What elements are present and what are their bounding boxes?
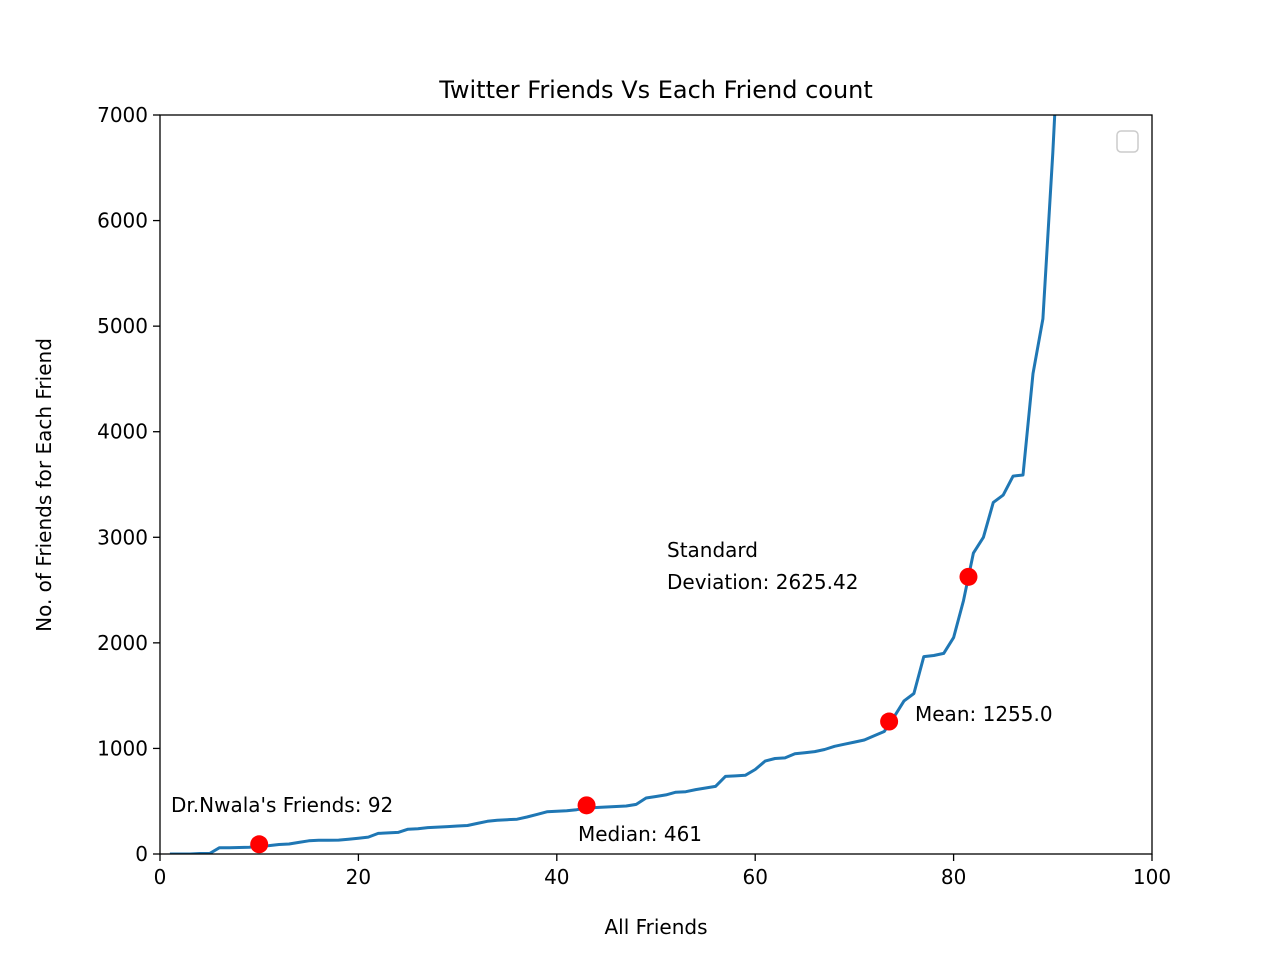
x-tick-label: 0 [154, 865, 167, 889]
y-tick-label: 6000 [97, 209, 148, 233]
x-tick-label: 100 [1133, 865, 1171, 889]
x-tick-label: 20 [346, 865, 371, 889]
legend-box [1116, 130, 1139, 153]
annotation-layer: Dr.Nwala's Friends: 92 Median: 461 Mean: 1… [171, 538, 1053, 846]
y-tick-label: 0 [135, 842, 148, 866]
median-label: Median: 461 [578, 822, 702, 846]
std-dev-label: Deviation: 2625.42 [667, 570, 858, 594]
x-tick-label: 80 [941, 865, 966, 889]
series-line-layer [169, 115, 1057, 854]
y-tick-label: 5000 [97, 314, 148, 338]
marker-layer [250, 567, 978, 854]
mean-point [880, 712, 899, 731]
plot-frame [159, 114, 1153, 855]
median-point [577, 796, 596, 815]
y-axis-ticks: 0 1000 2000 3000 4000 5000 6000 7000 [97, 103, 160, 866]
nwala-label: Dr.Nwala's Friends: 92 [171, 793, 393, 817]
nwala-point [250, 835, 269, 854]
chart-title: Twitter Friends Vs Each Friend count [438, 76, 873, 104]
y-tick-label: 3000 [97, 525, 148, 549]
series-line [169, 115, 1057, 854]
mean-label: Mean: 1255.0 [915, 702, 1053, 726]
std-dev-point [959, 567, 978, 586]
y-axis-label: No. of Friends for Each Friend [32, 338, 56, 632]
y-tick-label: 7000 [97, 103, 148, 127]
x-axis-label: All Friends [604, 915, 707, 939]
x-tick-label: 60 [742, 865, 767, 889]
std-dev-label: Standard [667, 538, 758, 562]
x-tick-label: 40 [544, 865, 569, 889]
x-axis-ticks: 0 20 40 60 80 100 [154, 854, 1171, 889]
y-tick-label: 2000 [97, 631, 148, 655]
y-tick-label: 4000 [97, 420, 148, 444]
y-tick-label: 1000 [97, 736, 148, 760]
